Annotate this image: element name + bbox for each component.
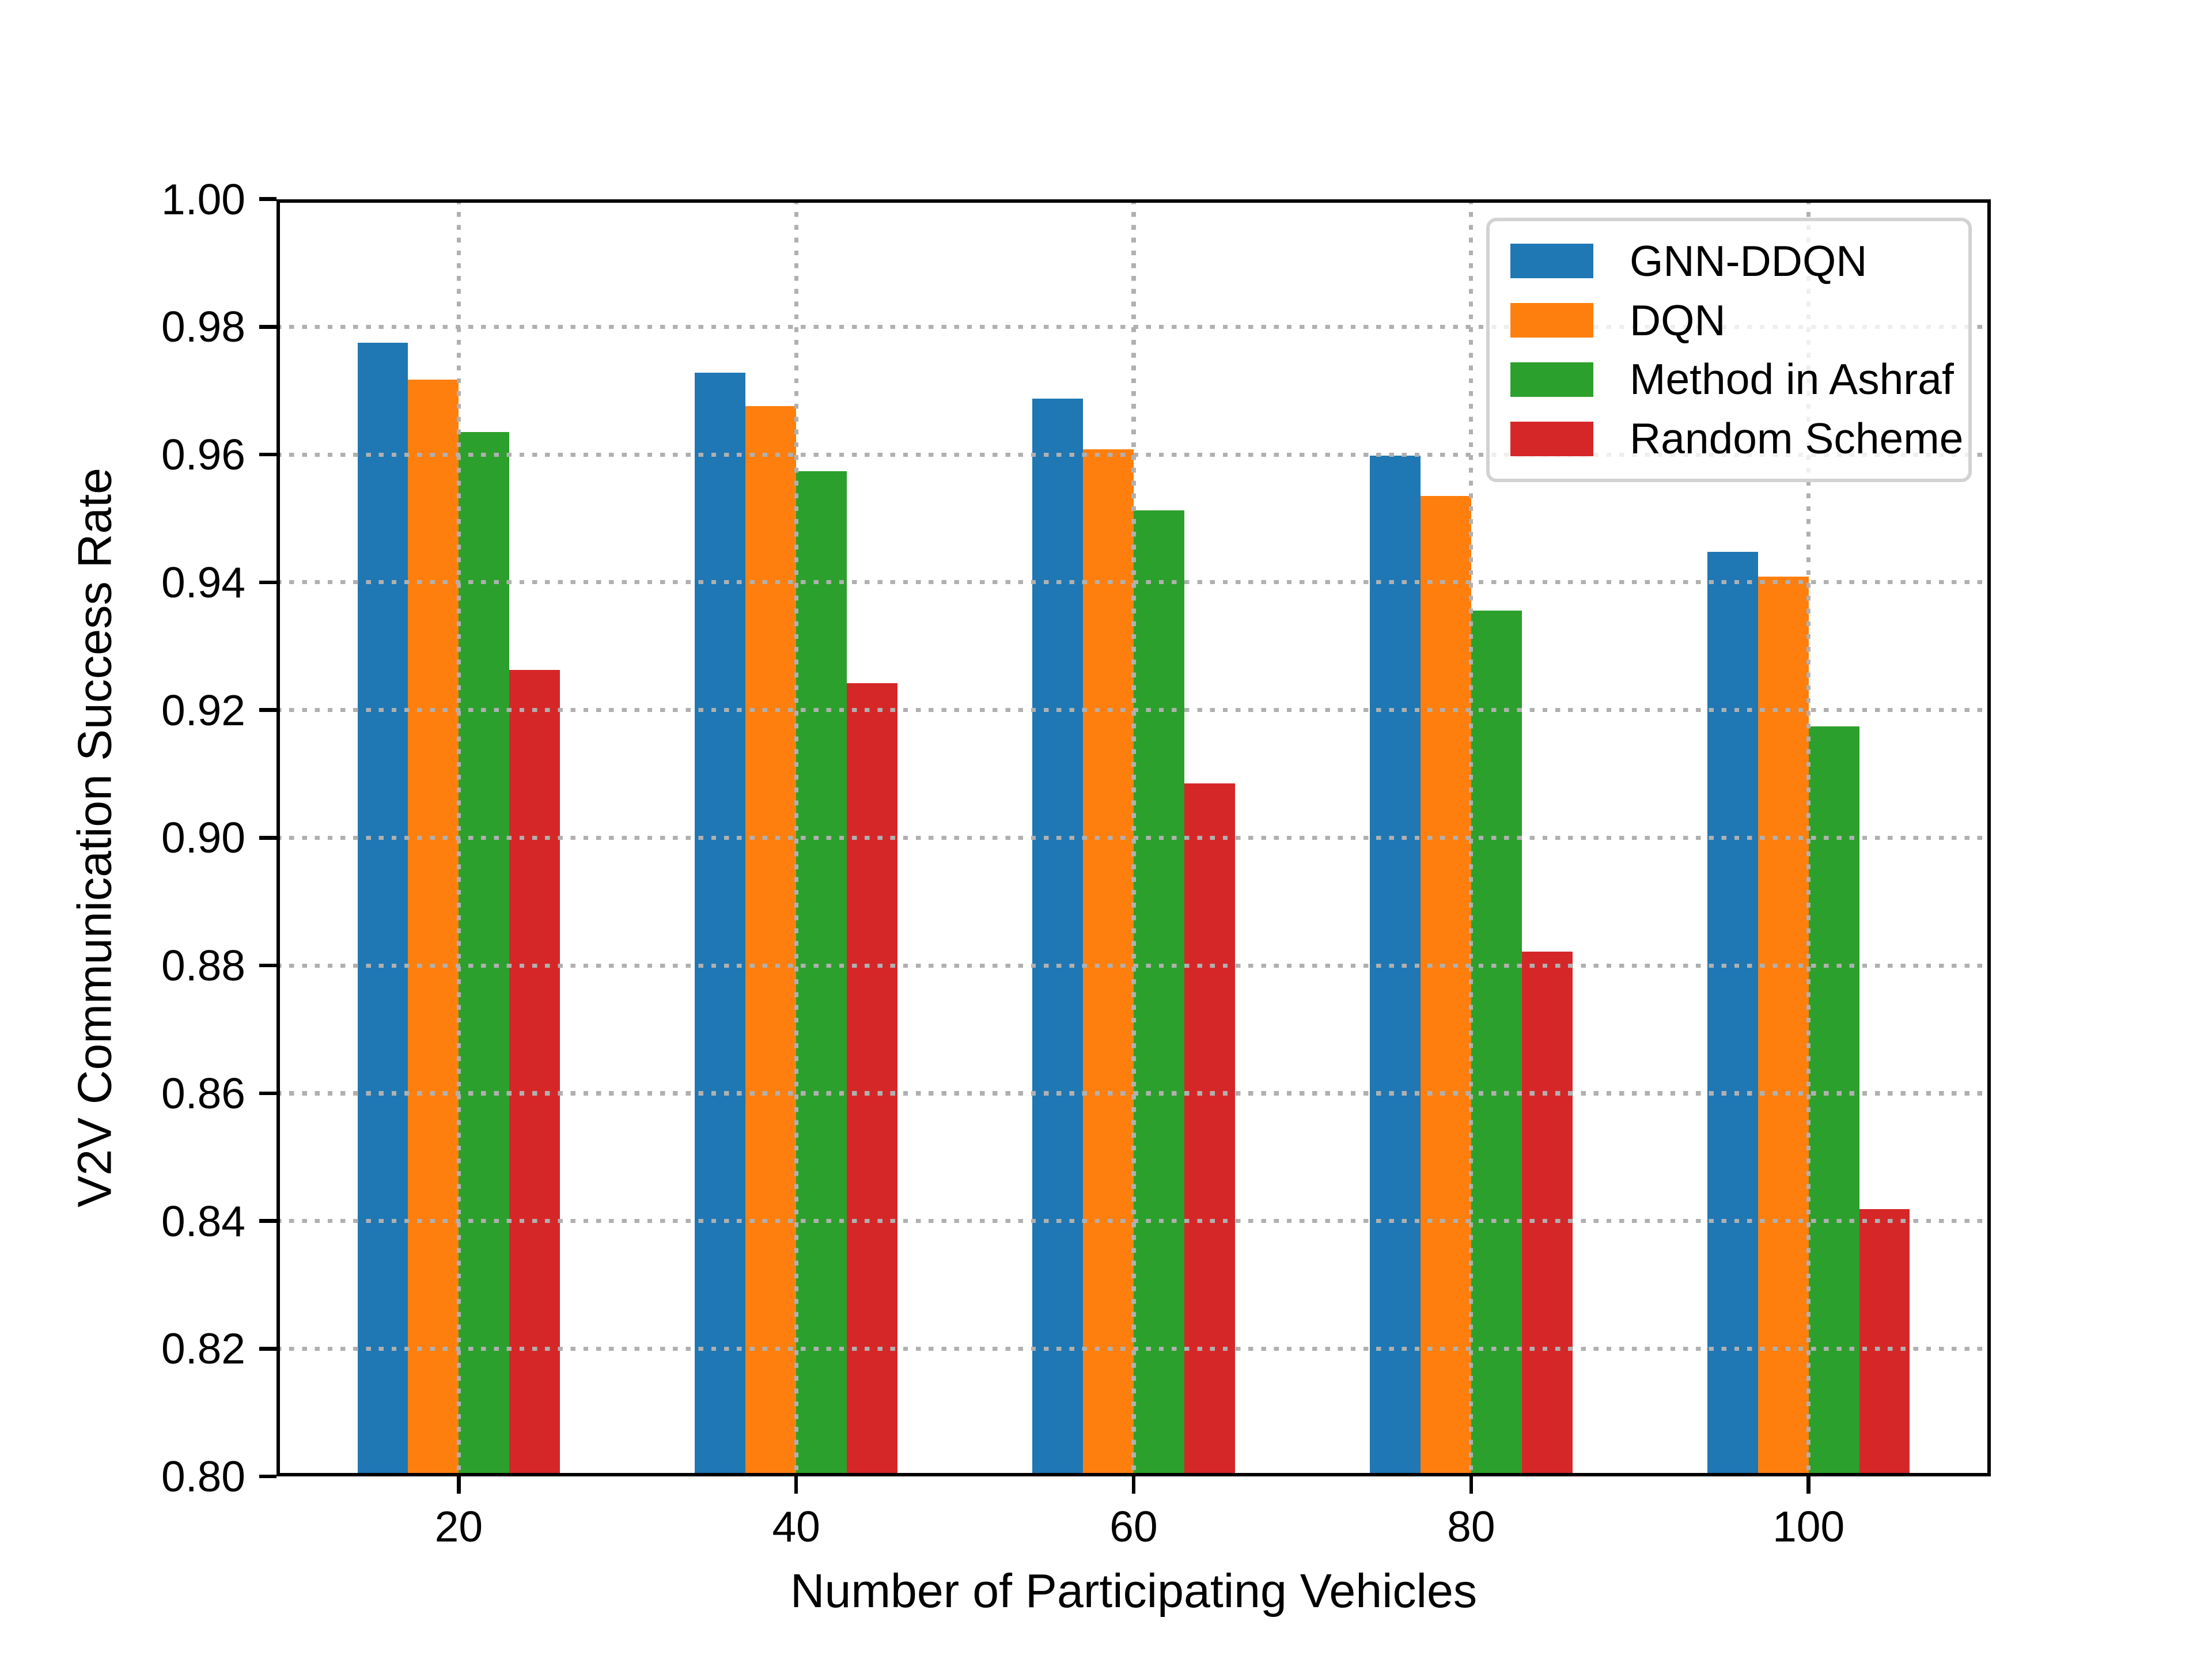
y-tick-label-0.98: 0.98	[161, 302, 245, 351]
bar-random-scheme-100	[1859, 1209, 1910, 1477]
gridline-x-100	[1806, 199, 1811, 1477]
y-tick-label-0.88: 0.88	[161, 941, 245, 990]
gridline-x-40	[794, 199, 798, 1477]
bar-method-in-ashraf-20	[459, 432, 510, 1477]
x-tick-label-60: 60	[1109, 1502, 1158, 1551]
legend-item-dqn: DQN	[1510, 297, 1955, 344]
y-axis-label: V2V Communication Success Rate	[68, 468, 122, 1208]
x-tick-60	[1131, 1476, 1136, 1494]
y-tick-0.84	[259, 1219, 276, 1223]
bar-dqn-60	[1083, 449, 1134, 1477]
y-tick-0.90	[259, 836, 276, 840]
legend-swatch-method-in-ashraf	[1510, 362, 1593, 397]
x-tick-label-20: 20	[434, 1502, 483, 1551]
gridline-x-20	[456, 199, 461, 1477]
y-tick-label-0.96: 0.96	[161, 430, 245, 479]
bar-gnn-ddqn-100	[1707, 551, 1758, 1477]
legend-item-random-scheme: Random Scheme	[1510, 415, 1963, 462]
y-tick-label-0.84: 0.84	[161, 1196, 245, 1245]
x-axis-label: Number of Participating Vehicles	[790, 1565, 1478, 1618]
legend: GNN-DDQN DQN Method in Ashraf Random Scheme	[1486, 218, 1972, 482]
y-tick-label-0.86: 0.86	[161, 1069, 245, 1118]
x-tick-40	[794, 1476, 798, 1494]
y-tick-1.00	[259, 197, 276, 201]
gridline-x-60	[1131, 199, 1136, 1477]
y-tick-0.88	[259, 963, 276, 968]
plot-border	[276, 199, 1991, 1477]
bar-gnn-ddqn-60	[1032, 398, 1084, 1477]
y-tick-label-0.92: 0.92	[161, 685, 245, 734]
bar-random-scheme-80	[1521, 951, 1573, 1477]
bar-random-scheme-20	[509, 669, 560, 1477]
y-tick-label-0.90: 0.90	[161, 813, 245, 862]
x-tick-label-100: 100	[1772, 1502, 1845, 1551]
y-tick-0.94	[259, 580, 276, 585]
legend-swatch-gnn-ddqn	[1510, 244, 1593, 279]
legend-item-method-in-ashraf: Method in Ashraf	[1510, 356, 1955, 403]
y-tick-0.98	[259, 325, 276, 329]
bar-gnn-ddqn-40	[695, 373, 746, 1477]
x-tick-20	[457, 1476, 461, 1494]
y-tick-0.80	[259, 1474, 276, 1479]
x-tick-label-40: 40	[772, 1502, 820, 1551]
bar-gnn-ddqn-20	[357, 343, 408, 1477]
legend-swatch-random-scheme	[1510, 421, 1593, 456]
y-tick-0.82	[259, 1347, 276, 1351]
bar-method-in-ashraf-100	[1808, 726, 1859, 1477]
legend-label-random-scheme: Random Scheme	[1630, 414, 1964, 463]
bar-dqn-40	[745, 406, 797, 1477]
gridline-x-80	[1469, 199, 1474, 1477]
x-tick-80	[1469, 1476, 1474, 1494]
bar-dqn-100	[1758, 576, 1809, 1477]
bar-method-in-ashraf-60	[1134, 510, 1184, 1477]
bar-method-in-ashraf-40	[796, 471, 847, 1477]
legend-label-method-in-ashraf: Method in Ashraf	[1630, 355, 1954, 404]
legend-swatch-dqn	[1510, 303, 1593, 338]
legend-label-dqn: DQN	[1630, 296, 1726, 344]
bar-random-scheme-60	[1184, 783, 1235, 1477]
bar-random-scheme-40	[847, 683, 897, 1477]
bar-method-in-ashraf-80	[1471, 610, 1522, 1477]
legend-label-gnn-ddqn: GNN-DDQN	[1630, 236, 1868, 285]
y-tick-0.96	[259, 452, 276, 457]
y-tick-label-1.00: 1.00	[161, 175, 245, 224]
y-tick-label-0.82: 0.82	[161, 1324, 245, 1373]
x-tick-100	[1806, 1476, 1810, 1494]
y-tick-0.86	[259, 1091, 276, 1096]
y-tick-0.92	[259, 708, 276, 712]
x-tick-label-80: 80	[1447, 1502, 1495, 1551]
y-tick-label-0.94: 0.94	[161, 558, 245, 607]
y-tick-label-0.80: 0.80	[161, 1452, 245, 1501]
bar-dqn-20	[408, 380, 459, 1477]
bar-dqn-80	[1420, 496, 1471, 1477]
legend-item-gnn-ddqn: GNN-DDQN	[1510, 236, 1955, 285]
